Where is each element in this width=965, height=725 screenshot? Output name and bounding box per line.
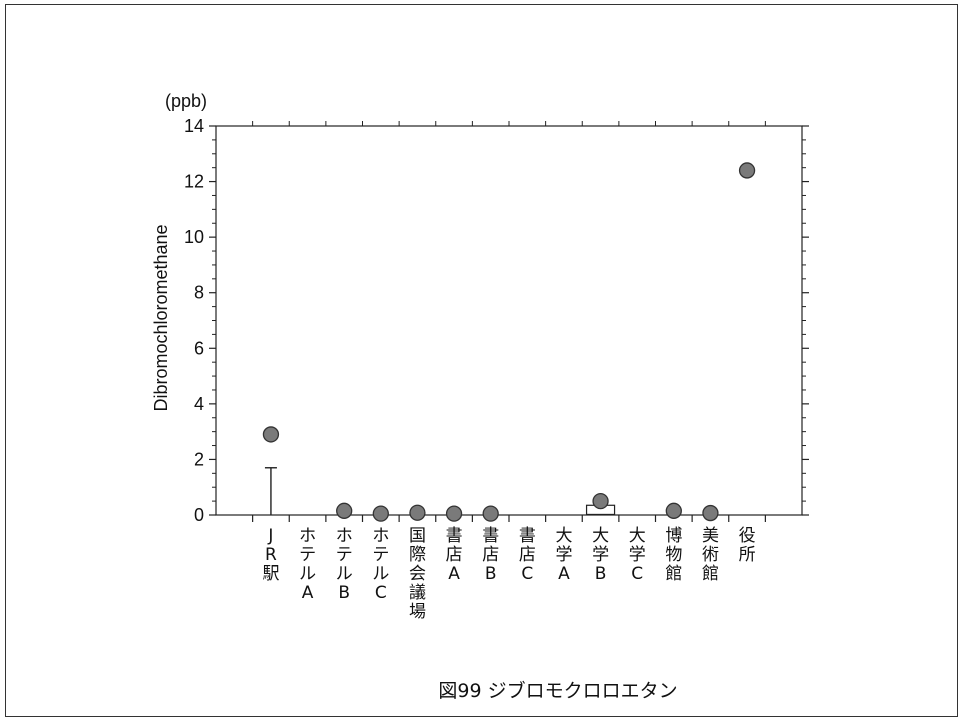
category-label: 役所 [739, 526, 756, 565]
data-point [738, 162, 756, 179]
category-label: 美術館 [702, 526, 719, 584]
category-label: 書店 C [519, 526, 536, 584]
plot-area [215, 125, 803, 516]
category-label: 書店 A [446, 526, 463, 584]
y-tick-label: 12 [184, 172, 204, 192]
data-point [665, 502, 682, 519]
y-unit-label: (ppb) [165, 91, 207, 111]
y-tick-label: 14 [184, 116, 204, 136]
category-label: 大学 A [555, 526, 572, 584]
category-label: ホテル C [372, 526, 389, 603]
data-point [336, 502, 353, 519]
y-tick-label: 0 [194, 505, 204, 525]
y-tick-label: 10 [184, 227, 204, 247]
y-tick-label: 8 [194, 283, 204, 303]
category-label: 大学 B [592, 526, 609, 584]
category-label: 国際会議場 [409, 526, 426, 622]
data-point [372, 505, 389, 522]
data-point [592, 492, 609, 510]
category-label: 書店 B [482, 526, 499, 584]
data-point [409, 504, 426, 521]
data-point [262, 426, 280, 443]
figure-caption: 図99 ジブロモクロロエタン [438, 679, 677, 702]
category-label: ホテル A [299, 526, 316, 603]
category-label: 大学 C [629, 526, 646, 584]
y-tick-label: 6 [194, 338, 204, 358]
category-label: ホテル B [336, 526, 353, 603]
y-tick-label: 2 [194, 449, 204, 469]
figure-frame [5, 4, 958, 717]
data-point [482, 505, 499, 522]
category-label: 博物館 [665, 526, 682, 584]
data-point [702, 504, 719, 522]
data-point [445, 505, 463, 522]
y-axis-label: Dibromochloromethane [151, 224, 171, 411]
y-tick-label: 4 [194, 394, 204, 414]
